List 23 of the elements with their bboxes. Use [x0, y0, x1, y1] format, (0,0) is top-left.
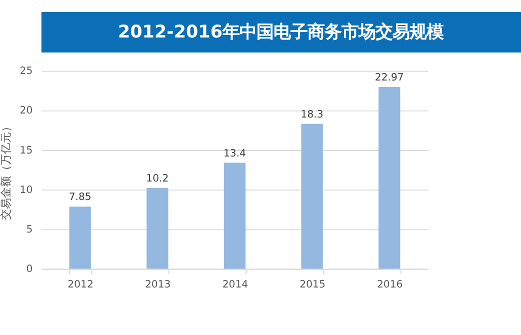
- x-tick-label: 2015: [300, 280, 326, 291]
- bar: [301, 124, 323, 269]
- y-axis-title: 交易金额（万亿元）: [0, 120, 13, 220]
- bar: [378, 86, 400, 269]
- y-tick-label: 0: [26, 264, 33, 276]
- data-label: 7.85: [68, 192, 92, 204]
- bar: [69, 206, 91, 269]
- data-label: 18.3: [300, 109, 324, 120]
- x-tick-label: 2016: [376, 280, 403, 291]
- x-tick-label: 2012: [68, 280, 94, 291]
- bar: [146, 188, 168, 269]
- y-tick-label: 20: [20, 106, 33, 117]
- data-label: 22.97: [374, 72, 404, 84]
- y-tick-label: 15: [20, 145, 33, 156]
- data-label: 10.2: [146, 174, 169, 185]
- x-tick-label: 2013: [145, 280, 171, 291]
- bar: [224, 162, 246, 269]
- data-label: 13.4: [223, 148, 246, 160]
- chart-title: 2012-2016年中国电子商务市场交易规模: [118, 22, 444, 43]
- y-tick-label: 5: [26, 224, 33, 236]
- x-tick-label: 2014: [222, 280, 248, 291]
- y-tick-label: 25: [20, 66, 33, 78]
- y-tick-label: 10: [20, 184, 33, 196]
